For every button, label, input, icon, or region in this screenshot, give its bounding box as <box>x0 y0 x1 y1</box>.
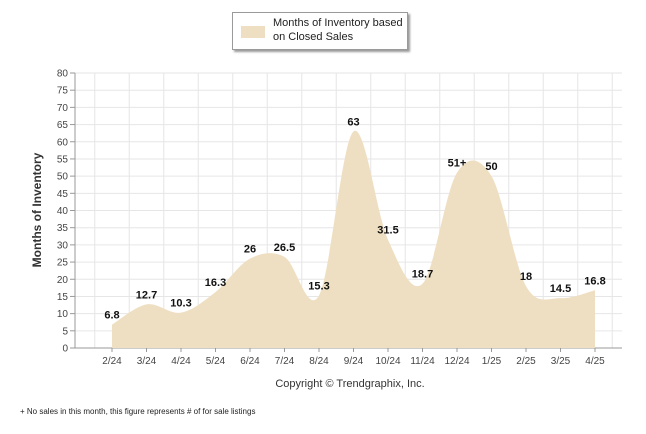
x-tick-label: 3/25 <box>551 356 571 367</box>
x-tick-label: 6/24 <box>240 356 260 367</box>
x-tick-label: 1/25 <box>482 356 502 367</box>
data-label: 12.7 <box>136 289 157 301</box>
y-tick-label: 5 <box>62 326 68 337</box>
x-tick-label: 9/24 <box>344 356 364 367</box>
x-tick-label: 3/24 <box>137 356 157 367</box>
data-label: 51+ <box>448 158 467 170</box>
y-tick-label: 25 <box>57 258 69 269</box>
y-tick-label: 35 <box>57 223 69 234</box>
data-label: 16.8 <box>584 275 605 287</box>
data-label: 6.8 <box>104 310 119 322</box>
data-label: 50 <box>485 161 497 173</box>
x-tick-label: 4/25 <box>585 356 605 367</box>
x-tick-label: 4/24 <box>171 356 191 367</box>
x-tick-label: 2/25 <box>516 356 536 367</box>
y-tick-label: 45 <box>57 189 69 200</box>
x-tick-label: 8/24 <box>309 356 329 367</box>
legend-swatch <box>241 26 265 38</box>
legend-label: Months of Inventory based on Closed Sale… <box>273 17 403 43</box>
data-labels: 6.8 12.7 10.3 16.3 26 26.5 15.3 63 31.5 18.7 51+ 50… <box>104 116 605 321</box>
data-label: 16.3 <box>205 277 226 289</box>
inventory-area <box>112 130 595 348</box>
x-tick-label: 2/24 <box>102 356 122 367</box>
x-tick-label: 7/24 <box>275 356 295 367</box>
x-tick-label: 5/24 <box>206 356 226 367</box>
data-label: 26 <box>244 244 256 256</box>
y-tick-label: 80 <box>57 69 69 80</box>
y-axis-label: Months of Inventory <box>30 152 44 267</box>
x-tick-label: 11/24 <box>410 356 435 367</box>
y-tick-label: 30 <box>57 240 69 251</box>
data-label: 18 <box>520 271 532 283</box>
y-tick-label: 20 <box>57 275 69 286</box>
data-label: 63 <box>347 116 359 128</box>
copyright-text: Copyright © Trendgraphix, Inc. <box>275 378 424 390</box>
data-label: 18.7 <box>412 269 433 281</box>
y-tick-label: 65 <box>57 120 69 131</box>
footnote: + No sales in this month, this figure re… <box>20 407 256 416</box>
y-tick-label: 0 <box>62 344 68 355</box>
y-tick-labels: 0 5 10 15 20 25 30 35 40 45 50 55 60 65 70 75 80 <box>57 69 69 355</box>
x-tick-label: 10/24 <box>375 356 400 367</box>
data-label: 14.5 <box>550 283 571 295</box>
data-label: 15.3 <box>308 280 329 292</box>
y-tick-label: 15 <box>57 292 69 303</box>
y-tick-label: 70 <box>57 103 69 114</box>
y-tick-label: 10 <box>57 309 69 320</box>
y-tick-label: 75 <box>57 86 69 97</box>
y-tick-label: 40 <box>57 206 69 217</box>
y-tick-label: 50 <box>57 172 69 183</box>
y-tick-label: 55 <box>57 154 69 165</box>
x-tick-label: 12/24 <box>444 356 469 367</box>
data-label: 31.5 <box>377 225 398 237</box>
legend: Months of Inventory based on Closed Sale… <box>232 12 408 50</box>
data-label: 26.5 <box>274 242 295 254</box>
x-tick-labels: 2/24 3/24 4/24 5/24 6/24 7/24 8/24 9/24 10/24 11/… <box>102 348 605 367</box>
data-label: 10.3 <box>170 298 191 310</box>
y-tick-label: 60 <box>57 137 69 148</box>
